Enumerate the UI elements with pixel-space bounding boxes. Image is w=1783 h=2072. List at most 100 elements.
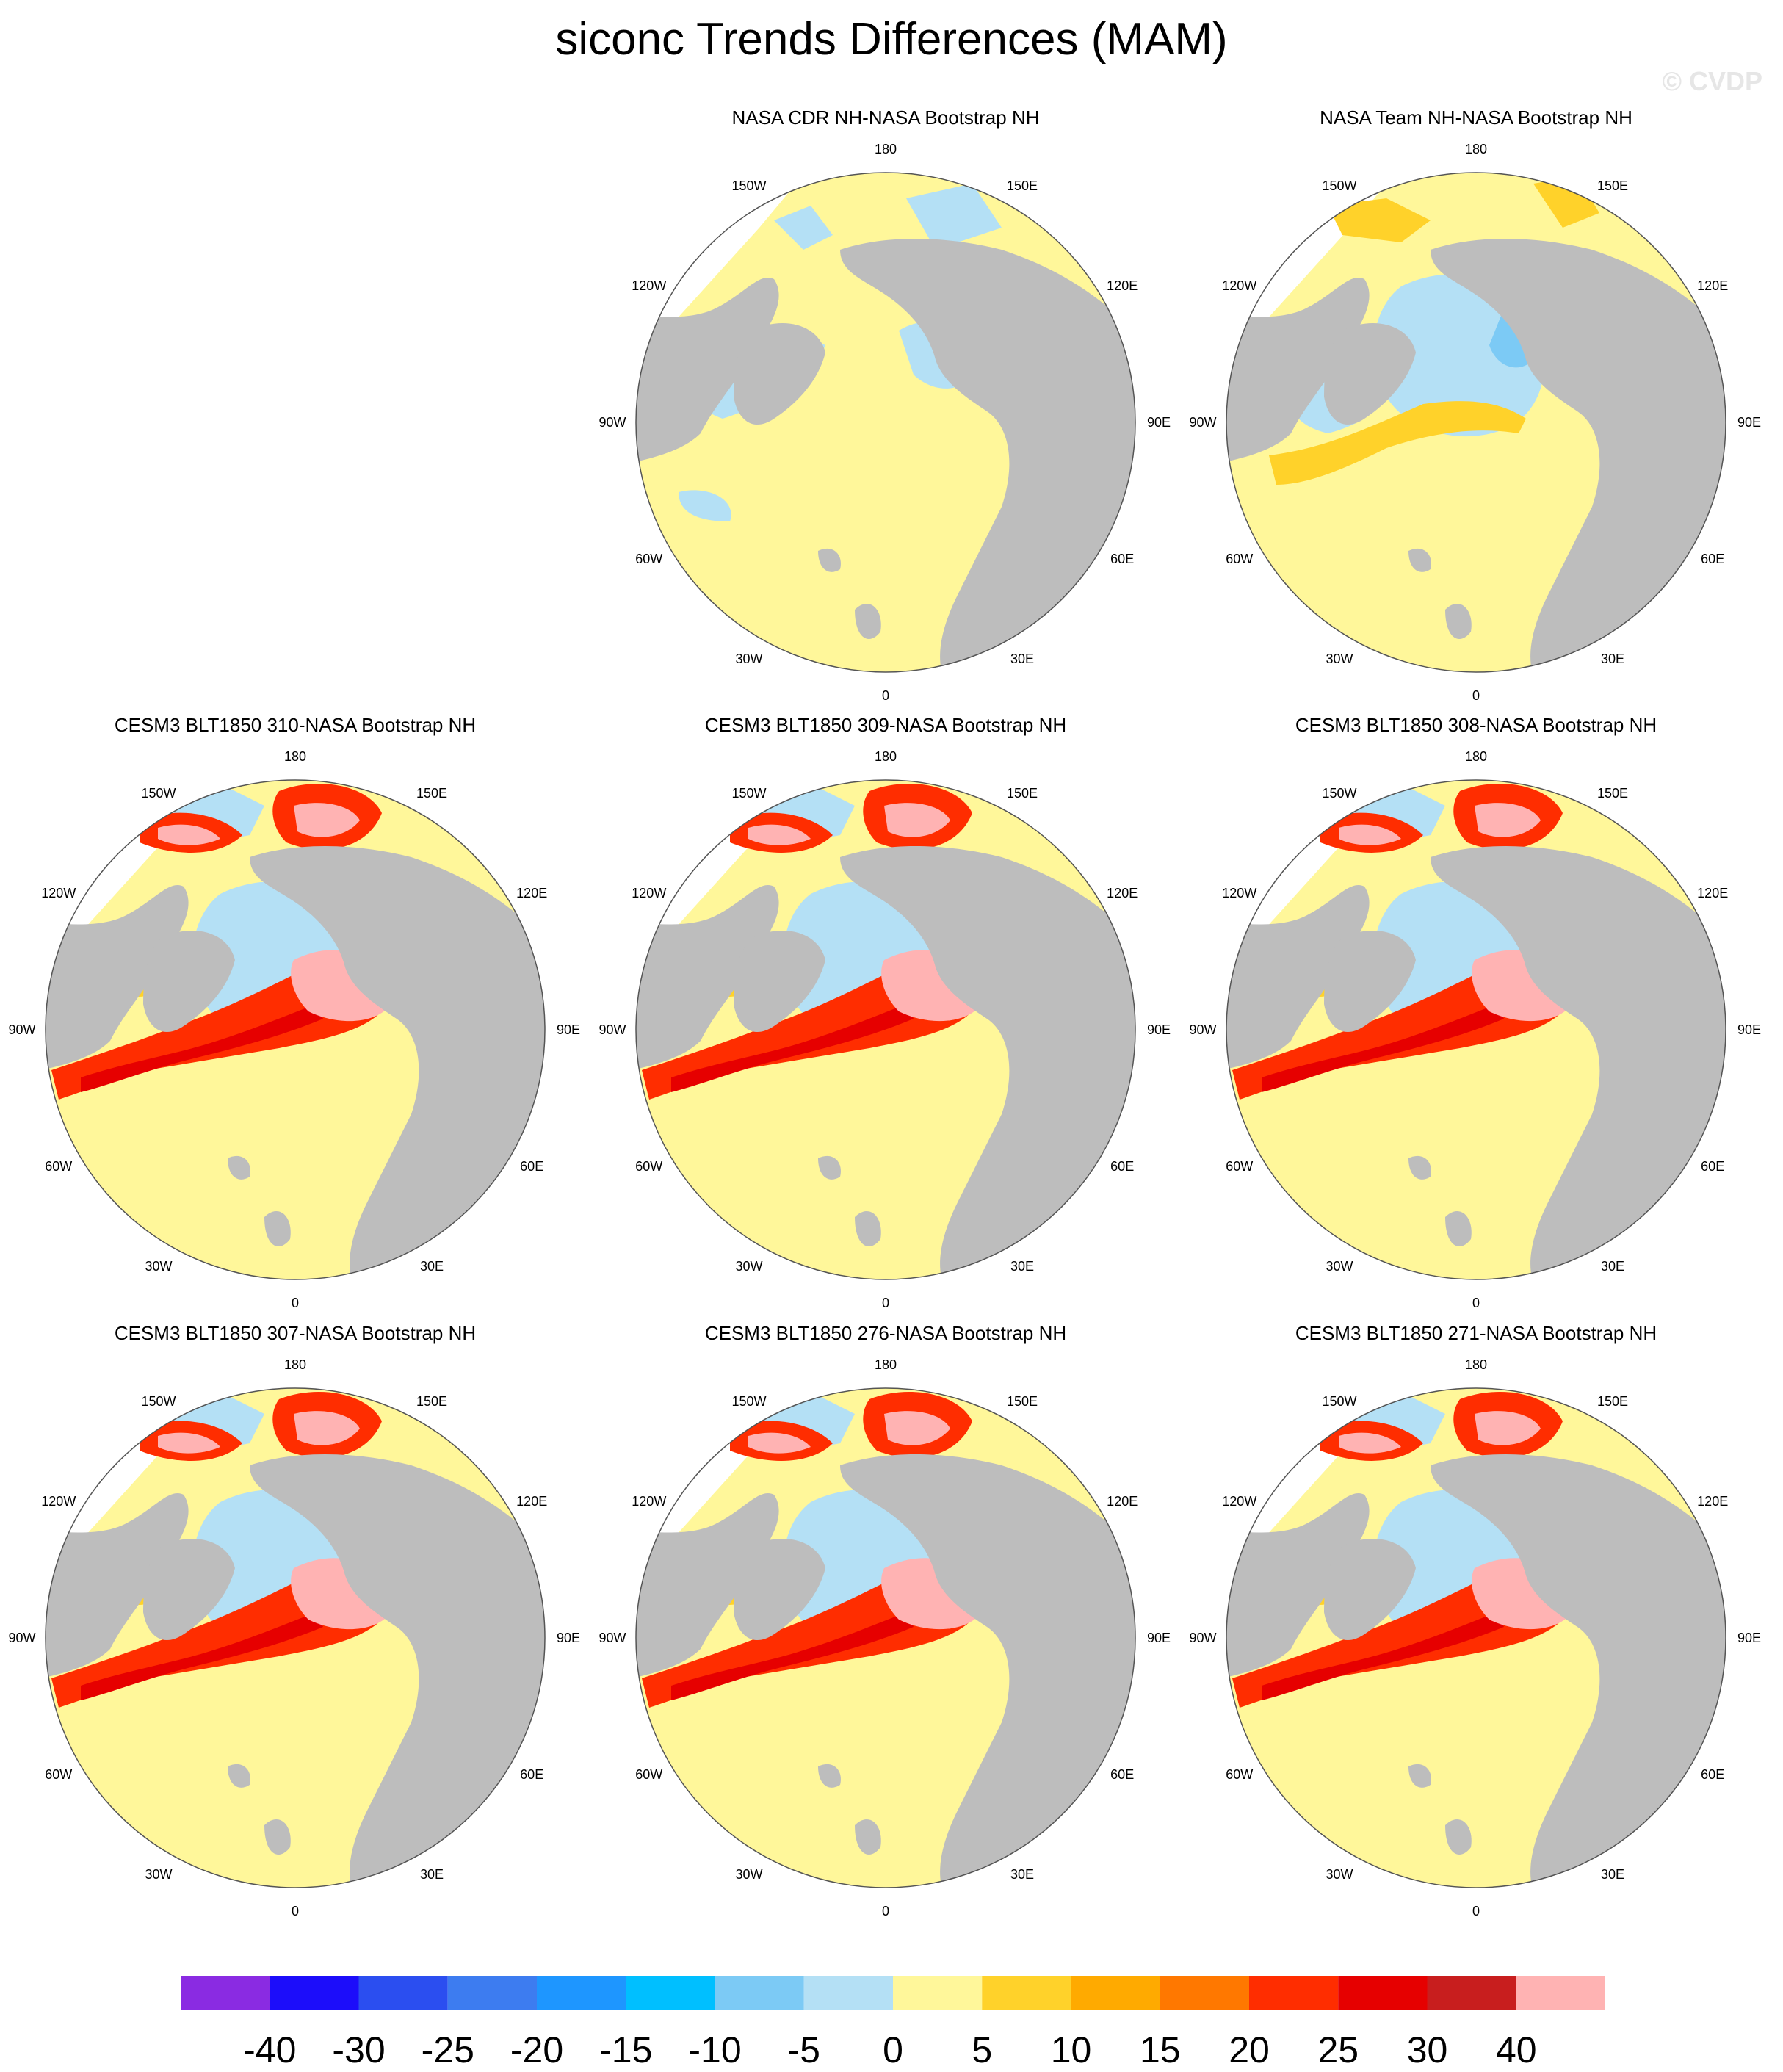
meridian-label: 120E <box>1107 1494 1138 1509</box>
meridian-label: 90W <box>1189 415 1216 430</box>
meridian-label: 0 <box>292 1904 299 1918</box>
meridian-label: 180 <box>284 1357 306 1372</box>
meridian-label: 60E <box>1701 552 1724 566</box>
panel-title: NASA Team NH-NASA Bootstrap NH <box>1320 107 1632 129</box>
meridian-label: 150E <box>1597 1394 1628 1409</box>
meridian-label: 180 <box>1465 142 1487 156</box>
map-boundary <box>635 779 1136 1280</box>
meridian-label: 150W <box>141 786 176 801</box>
meridian-label: 60W <box>1226 1159 1253 1174</box>
uk-land <box>855 1210 881 1246</box>
colorbar: -40 -30 -25 -20 -15 -10 -5 0 5 10 15 20 25 30 40 <box>181 1976 1605 2071</box>
meridian-label: 60W <box>635 552 662 566</box>
panel-title: CESM3 BLT1850 276-NASA Bootstrap NH <box>704 1322 1067 1344</box>
meridian-label: 0 <box>1472 688 1480 703</box>
bering-core <box>1339 1432 1401 1454</box>
meridian-label: 90E <box>557 1631 580 1645</box>
map-boundary <box>635 1387 1136 1888</box>
meridian-label: 30E <box>1010 1259 1034 1274</box>
okhotsk-field <box>906 184 1002 250</box>
colorbar-label: -15 <box>599 2029 652 2071</box>
meridian-label: 90E <box>557 1022 580 1037</box>
colorbar-label: 20 <box>1229 2029 1270 2071</box>
uk-land <box>855 1819 881 1855</box>
meridian-label: 90E <box>1147 1631 1171 1645</box>
meridian-label: 0 <box>882 688 889 703</box>
colorbar-label: 5 <box>972 2029 992 2071</box>
meridian-label: 90E <box>1147 415 1171 430</box>
meridian-label: 150W <box>731 1394 766 1409</box>
meridian-label: 90W <box>598 1022 626 1037</box>
meridian-label: 120E <box>1107 278 1138 293</box>
polar-map: 180 150E 120E 90E 60E 30E 0 30W 60W 90W 120W 150W <box>598 749 1171 1310</box>
meridian-label: 150E <box>1007 1394 1038 1409</box>
uk-land <box>1445 603 1472 639</box>
colorbar-swatch <box>893 1976 983 2010</box>
meridian-label: 120W <box>1222 278 1256 293</box>
colorbar-swatch <box>1160 1976 1249 2010</box>
meridian-label: 30W <box>145 1867 172 1882</box>
okhotsk-core <box>884 803 950 837</box>
meridian-label: 30E <box>420 1259 444 1274</box>
meridian-label: 30E <box>420 1867 444 1882</box>
colorbar-label: 15 <box>1140 2029 1181 2071</box>
greenland-land <box>734 323 825 425</box>
map-panel: CESM3 BLT1850 309-NASA Bootstrap NH 180 15… <box>590 714 1181 1316</box>
meridian-label: 30E <box>1601 1867 1624 1882</box>
iceland-land <box>1408 1155 1431 1180</box>
meridian-label: 30W <box>735 651 762 666</box>
meridian-label: 180 <box>1465 749 1487 764</box>
meridian-label: 60E <box>520 1159 543 1174</box>
meridian-label: 60W <box>45 1767 72 1782</box>
colorbar-label: 10 <box>1051 2029 1092 2071</box>
meridian-label: 30W <box>735 1259 762 1274</box>
main-title: siconc Trends Differences (MAM) <box>555 14 1228 65</box>
meridian-label: 120E <box>1107 886 1138 900</box>
meridian-label: 90W <box>598 1631 626 1645</box>
meridian-label: 0 <box>882 1904 889 1918</box>
bering-positive <box>1328 198 1431 242</box>
meridian-label: 120E <box>1697 886 1728 900</box>
meridian-label: 150E <box>416 1394 447 1409</box>
colorbar-label: 0 <box>883 2029 903 2071</box>
colorbar-label: -10 <box>688 2029 741 2071</box>
meridian-label: 180 <box>1465 1357 1487 1372</box>
meridian-label: 120W <box>632 278 666 293</box>
greenland-land <box>1324 931 1416 1033</box>
meridian-label: 150W <box>731 786 766 801</box>
meridian-label: 30W <box>735 1867 762 1882</box>
meridian-label: 60E <box>1701 1159 1724 1174</box>
colorbar-swatch <box>1071 1976 1160 2010</box>
greenland-land <box>1324 323 1416 425</box>
map-panel: CESM3 BLT1850 308-NASA Bootstrap NH 180 15… <box>1181 714 1771 1316</box>
map-boundary <box>1226 1387 1726 1888</box>
meridian-label: 120W <box>632 1494 666 1509</box>
colorbar-swatch <box>270 1976 359 2010</box>
iceland-land <box>1408 548 1431 572</box>
bering-core <box>748 824 811 845</box>
meridian-label: 60W <box>45 1159 72 1174</box>
meridian-label: 120W <box>1222 886 1256 900</box>
greenland-land <box>734 931 825 1033</box>
colorbar-label: -5 <box>788 2029 820 2071</box>
meridian-label: 0 <box>882 1296 889 1310</box>
meridian-label: 90E <box>1737 415 1761 430</box>
meridian-label: 60E <box>1110 1159 1134 1174</box>
bering-core <box>748 1432 811 1454</box>
uk-land <box>264 1210 291 1246</box>
cvdp-watermark: © CVDP <box>1662 66 1762 96</box>
polar-map: 180 150E 120E 90E 60E 30E 0 30W 60W 90W 120W 150W <box>1189 142 1761 703</box>
meridian-label: 30W <box>1326 1867 1353 1882</box>
meridian-label: 90E <box>1147 1022 1171 1037</box>
meridian-label: 150E <box>416 786 447 801</box>
meridian-label: 180 <box>284 749 306 764</box>
colorbar-label: 25 <box>1317 2029 1359 2071</box>
meridian-label: 150E <box>1007 178 1038 193</box>
colorbar-swatch <box>447 1976 537 2010</box>
polar-map: 180 150E 120E 90E 60E 30E 0 30W 60W 90W 120W 150W <box>8 749 580 1310</box>
okhotsk-core <box>294 803 360 837</box>
meridian-label: 0 <box>1472 1904 1480 1918</box>
meridian-label: 60W <box>1226 1767 1253 1782</box>
okhotsk-core <box>294 1411 360 1445</box>
meridian-label: 90E <box>1737 1022 1761 1037</box>
